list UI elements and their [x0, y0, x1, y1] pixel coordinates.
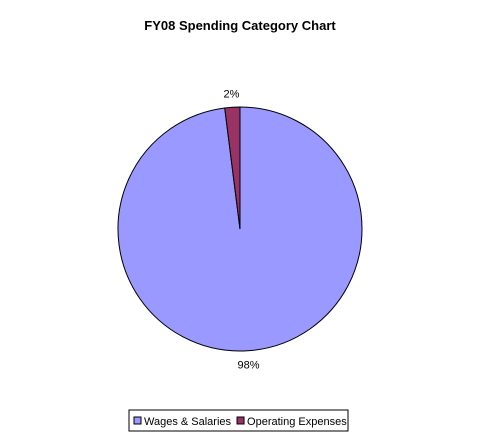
legend-swatch-operating-expenses [236, 416, 245, 425]
legend: Wages & Salaries Operating Expenses [128, 409, 349, 432]
percent-label-operating-expenses: 2% [224, 88, 240, 100]
legend-label-wages-salaries: Wages & Salaries [144, 416, 232, 428]
legend-swatch-wages-salaries [133, 416, 142, 425]
pie-slices [117, 106, 363, 352]
legend-label-operating-expenses: Operating Expenses [247, 416, 347, 428]
percent-labels: 98% 2% [224, 88, 260, 371]
pie-slice-operating-expenses [224, 106, 241, 230]
chart-title: FY08 Spending Category Chart [144, 18, 336, 33]
percent-label-wages-salaries: 98% [238, 360, 260, 372]
